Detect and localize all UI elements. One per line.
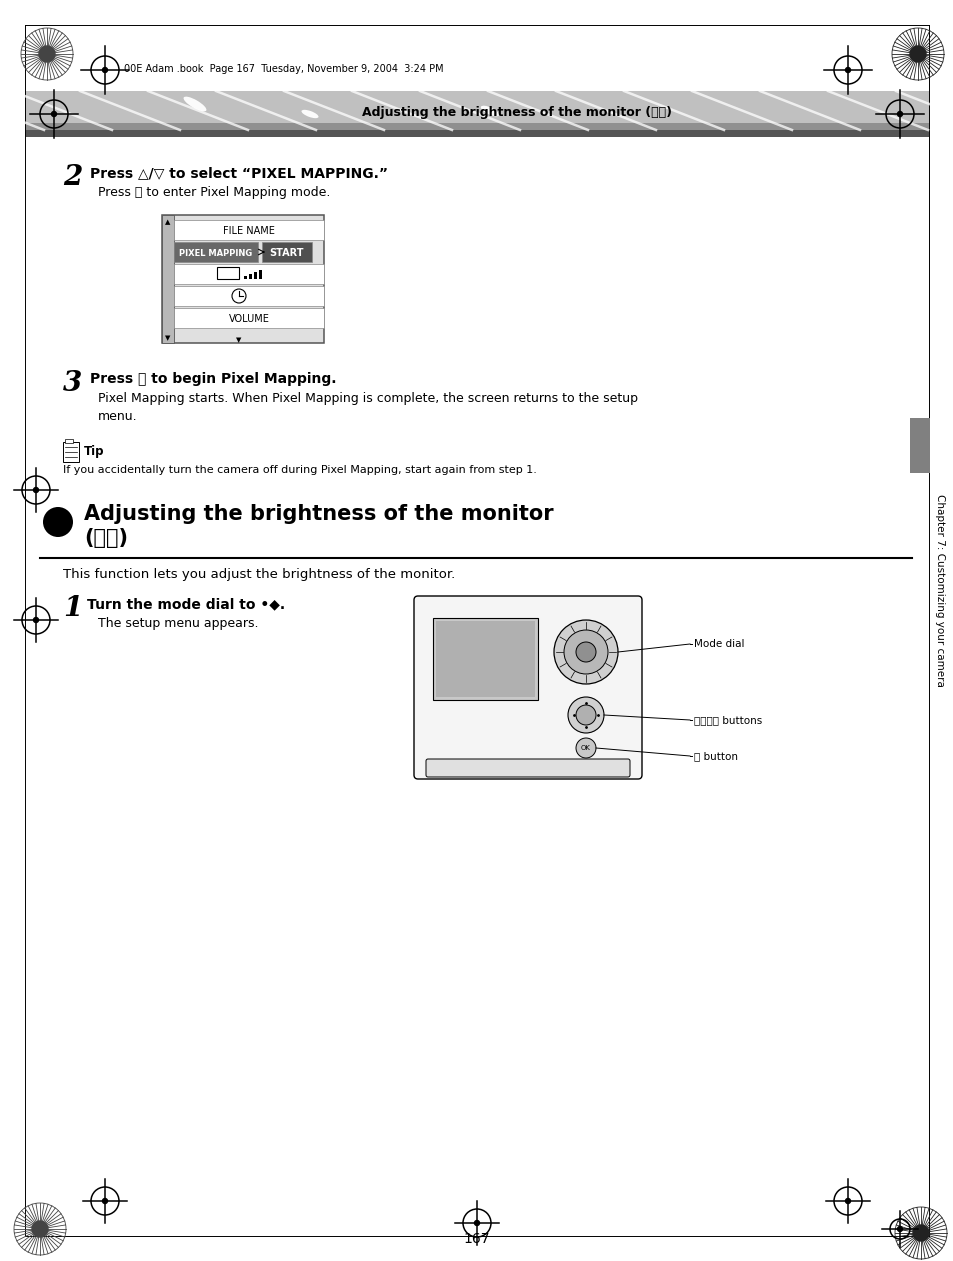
Text: Mode dial: Mode dial: [693, 639, 743, 649]
Text: Turn the mode dial to •◆.: Turn the mode dial to •◆.: [87, 596, 285, 612]
Bar: [262, 242, 312, 262]
Text: 1: 1: [63, 595, 82, 622]
Text: ▼: ▼: [236, 337, 241, 343]
Text: ⓐⓑⓒⓓ buttons: ⓐⓑⓒⓓ buttons: [693, 715, 761, 725]
Bar: [65, 439, 73, 443]
Text: ▲: ▲: [165, 219, 171, 224]
Circle shape: [33, 488, 38, 493]
Text: Tip: Tip: [84, 445, 105, 458]
Circle shape: [43, 507, 73, 537]
Bar: [63, 443, 79, 462]
Bar: [909, 417, 929, 473]
Text: Press △/▽ to select “PIXEL MAPPING.”: Press △/▽ to select “PIXEL MAPPING.”: [90, 166, 388, 180]
Bar: [173, 308, 324, 328]
Text: ▼: ▼: [165, 335, 171, 340]
Circle shape: [897, 1227, 902, 1232]
Bar: [244, 276, 247, 279]
Bar: [173, 264, 324, 284]
Text: Ⓞ button: Ⓞ button: [693, 752, 738, 760]
Bar: [173, 242, 257, 262]
Ellipse shape: [480, 106, 498, 116]
Bar: [25, 91, 928, 124]
Bar: [173, 219, 324, 240]
Circle shape: [554, 620, 618, 683]
Bar: [258, 270, 262, 279]
Circle shape: [32, 1221, 48, 1237]
Text: 3: 3: [63, 369, 82, 397]
Text: 167: 167: [463, 1232, 490, 1246]
Bar: [216, 267, 239, 279]
Text: Adjusting the brightness of the monitor (⏮⏹): Adjusting the brightness of the monitor …: [361, 106, 671, 119]
Text: 2: 2: [63, 164, 82, 190]
Bar: [25, 124, 928, 137]
Circle shape: [844, 1198, 850, 1203]
Text: 00E Adam .book  Page 167  Tuesday, November 9, 2004  3:24 PM: 00E Adam .book Page 167 Tuesday, Novembe…: [124, 64, 443, 74]
Circle shape: [563, 630, 607, 673]
Bar: [436, 620, 535, 697]
Text: FILE NAME: FILE NAME: [223, 226, 274, 236]
Circle shape: [33, 618, 38, 623]
FancyBboxPatch shape: [426, 759, 629, 777]
Text: PIXEL MAPPING: PIXEL MAPPING: [179, 248, 253, 257]
Text: The setup menu appears.: The setup menu appears.: [98, 617, 258, 630]
Bar: [25, 130, 928, 137]
Circle shape: [576, 738, 596, 758]
Circle shape: [844, 68, 850, 72]
Circle shape: [576, 705, 596, 725]
Bar: [173, 286, 324, 306]
Circle shape: [897, 111, 902, 116]
Text: Press Ⓞ to enter Pixel Mapping mode.: Press Ⓞ to enter Pixel Mapping mode.: [98, 187, 330, 199]
Circle shape: [909, 45, 925, 62]
Text: If you accidentally turn the camera off during Pixel Mapping, start again from s: If you accidentally turn the camera off …: [63, 465, 537, 475]
Text: Chapter 7: Customizing your camera: Chapter 7: Customizing your camera: [934, 493, 944, 686]
Text: VOLUME: VOLUME: [229, 314, 269, 324]
Bar: [249, 274, 253, 279]
Circle shape: [912, 1224, 928, 1241]
Circle shape: [39, 45, 55, 62]
Ellipse shape: [301, 110, 318, 119]
Bar: [433, 618, 537, 700]
Bar: [162, 214, 173, 343]
Text: OK: OK: [580, 745, 590, 752]
Text: START: START: [270, 248, 304, 259]
Circle shape: [576, 642, 596, 662]
Circle shape: [51, 111, 56, 116]
Circle shape: [474, 1221, 479, 1226]
Circle shape: [102, 68, 108, 72]
Text: (⏮⏹): (⏮⏹): [84, 528, 128, 549]
Ellipse shape: [183, 97, 206, 111]
Text: Pixel Mapping starts. When Pixel Mapping is complete, the screen returns to the : Pixel Mapping starts. When Pixel Mapping…: [98, 392, 638, 405]
Circle shape: [102, 1198, 108, 1203]
Bar: [253, 272, 257, 279]
Text: Press Ⓞ to begin Pixel Mapping.: Press Ⓞ to begin Pixel Mapping.: [90, 372, 336, 386]
Text: Adjusting the brightness of the monitor: Adjusting the brightness of the monitor: [84, 504, 553, 525]
Circle shape: [567, 697, 603, 733]
Bar: [162, 214, 324, 343]
Text: This function lets you adjust the brightness of the monitor.: This function lets you adjust the bright…: [63, 567, 455, 581]
FancyBboxPatch shape: [414, 596, 641, 779]
Text: menu.: menu.: [98, 410, 137, 422]
